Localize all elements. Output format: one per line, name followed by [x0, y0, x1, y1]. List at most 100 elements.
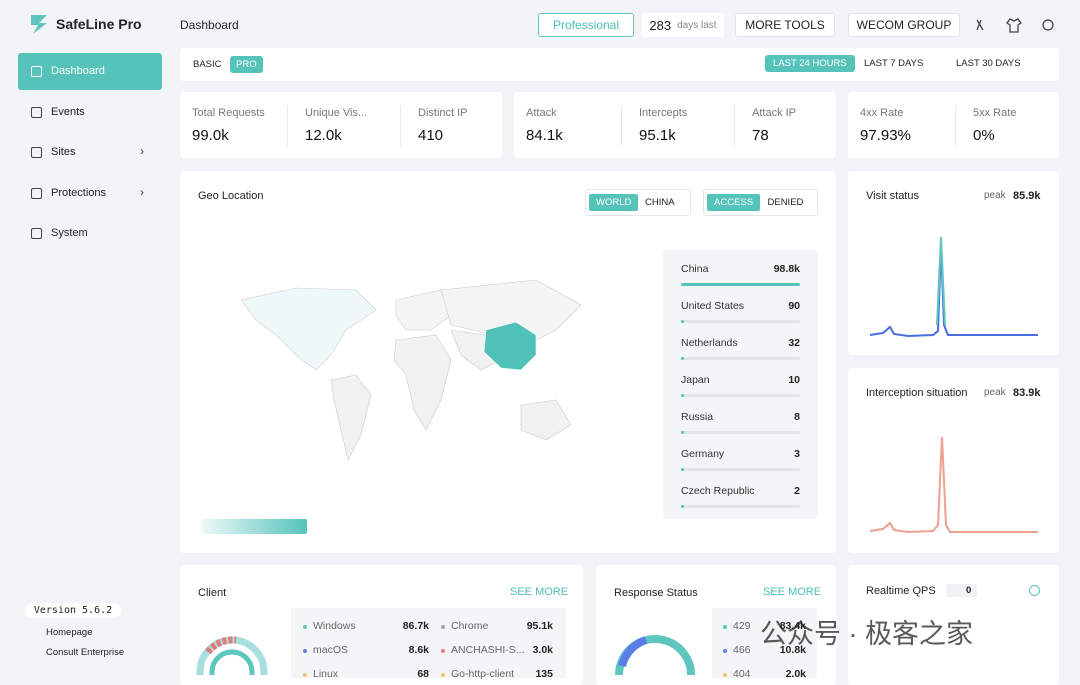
country: China [681, 263, 709, 275]
rank-track [681, 505, 800, 508]
country: Japan [681, 374, 710, 386]
item-name: 466 [733, 644, 751, 656]
item-value: 2.0k [785, 668, 806, 680]
item-value: 95.1k [526, 620, 553, 632]
toggle-group [703, 189, 818, 216]
legend-dot [723, 649, 727, 653]
stat-label: Intercepts [639, 107, 688, 119]
ranking-panel [663, 250, 818, 519]
rank-fill [681, 505, 684, 508]
country-value: 98.8k [773, 263, 800, 275]
toggle[interactable]: ACCESS [707, 194, 761, 211]
stat-label: Attack [526, 107, 557, 119]
country: Germany [681, 448, 725, 460]
geo-title: Geo Location [198, 190, 264, 202]
item-value: 3.0k [532, 644, 553, 656]
card-title: Realtime QPS [866, 585, 936, 597]
country-value: 10 [788, 374, 800, 386]
item-name: macOS [313, 644, 349, 656]
stat-value: 12.0k [305, 127, 342, 144]
country: United States [681, 300, 745, 312]
peak-label: peak [984, 387, 1006, 398]
item-value: 83.4k [779, 620, 806, 632]
refresh-icon[interactable] [1029, 585, 1040, 596]
country: Russia [681, 411, 714, 423]
legend-dot [441, 625, 445, 629]
rank-track [681, 320, 800, 323]
response-panel [712, 608, 817, 678]
card-title: Response Status [614, 587, 698, 599]
rank-track [681, 468, 800, 471]
peak-value: 85.9k [1013, 190, 1041, 202]
stat-value: 410 [418, 127, 444, 144]
country-value: 8 [794, 411, 800, 423]
item-value: 10.8k [779, 644, 806, 656]
more-tools[interactable]: MORE TOOLS [735, 13, 835, 37]
rank-fill [681, 320, 684, 323]
toggle-group [585, 189, 691, 216]
nav-item[interactable]: Protections [51, 186, 107, 199]
see-more[interactable]: SEE MORE [763, 586, 822, 598]
edition-badge[interactable]: Professional [538, 13, 634, 37]
item-value: 8.6k [408, 644, 429, 656]
top-icons [976, 18, 1054, 33]
watermark: 公众号 · 极客之家 [760, 619, 973, 649]
time-range[interactable]: LAST 7 DAYS [864, 58, 924, 69]
brand: SafeLine Pro [56, 16, 142, 32]
stat-value: 95.1k [639, 127, 676, 144]
tab[interactable]: PRO [230, 56, 263, 73]
item-value: 68 [417, 668, 429, 680]
nav-item[interactable]: Sites [51, 146, 76, 158]
item-name: Windows [313, 620, 356, 632]
legend-dot [303, 673, 307, 677]
map-legend [201, 519, 307, 534]
nav-item[interactable]: System [51, 227, 88, 239]
card-title: Client [198, 587, 227, 599]
item-name: ANCHASHI-S... [451, 644, 525, 656]
rank-track [681, 394, 800, 397]
response-donut [615, 635, 695, 675]
nav-item[interactable]: Events [51, 105, 85, 118]
stats-card [848, 92, 1059, 158]
rank-fill [681, 394, 684, 397]
version: Version 5.6.2 [25, 603, 121, 618]
rank-fill [681, 431, 684, 434]
stat-value: 78 [752, 127, 769, 144]
toggle[interactable]: WORLD [589, 194, 639, 211]
time-range[interactable]: LAST 24 HOURS [765, 55, 855, 72]
sidebar-link[interactable]: Homepage [46, 627, 93, 638]
stat-label: 5xx Rate [973, 107, 1017, 119]
peak-value: 83.9k [1013, 387, 1041, 399]
nav-item[interactable]: Dashboard [51, 65, 105, 77]
see-more[interactable]: SEE MORE [510, 586, 569, 598]
nav-icon [31, 66, 42, 77]
divider [955, 106, 956, 146]
china-region [483, 321, 537, 371]
interception-card [848, 368, 1059, 553]
country-value: 90 [788, 300, 800, 312]
toggle[interactable]: DENIED [767, 197, 804, 208]
nav-arrow: › [140, 144, 144, 158]
rank-track [681, 357, 800, 360]
stat-value: 0% [973, 127, 995, 144]
divider [400, 106, 401, 146]
nav-icon [31, 187, 42, 199]
country-value: 32 [788, 337, 800, 349]
legend-dot [303, 649, 307, 653]
country: Czech Republic [681, 485, 755, 497]
card-title: Visit status [866, 190, 919, 202]
toggle[interactable]: CHINA [645, 197, 675, 208]
item-value: 135 [535, 668, 553, 680]
interception-sparkline [869, 436, 1038, 534]
nav-active-bg [18, 53, 162, 90]
nav-arrow: › [140, 184, 144, 199]
time-range[interactable]: LAST 30 DAYS [956, 58, 1021, 69]
wecom-group[interactable]: WECOM GROUP [848, 13, 960, 37]
sidebar-link[interactable]: Consult Enterprise [46, 647, 125, 658]
legend-dot [441, 673, 445, 677]
tab[interactable]: BASIC [193, 59, 222, 70]
stat-value: 99.0k [192, 127, 229, 144]
stats-card [180, 92, 502, 158]
